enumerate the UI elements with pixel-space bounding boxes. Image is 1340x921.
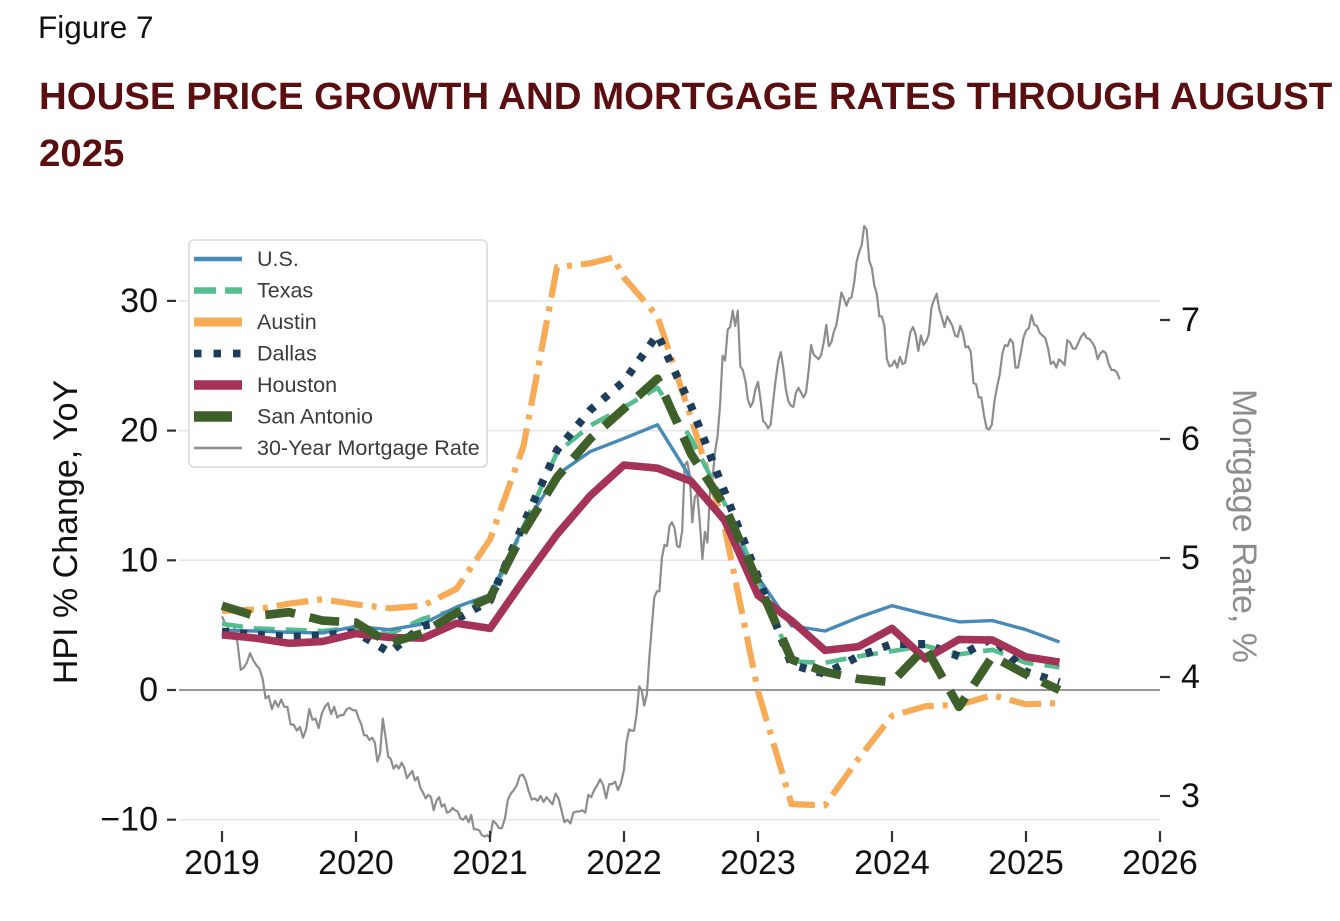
svg-text:HPI % Change, YoY: HPI % Change, YoY <box>47 380 85 684</box>
svg-text:0: 0 <box>139 671 158 709</box>
svg-text:2026: 2026 <box>1122 844 1198 882</box>
svg-text:4: 4 <box>1181 658 1200 696</box>
svg-text:2024: 2024 <box>854 844 930 882</box>
svg-text:Dallas: Dallas <box>257 342 317 366</box>
svg-text:Houston: Houston <box>257 373 337 397</box>
svg-text:Mortgage Rate, %: Mortgage Rate, % <box>1225 389 1263 663</box>
svg-text:U.S.: U.S. <box>257 247 299 271</box>
svg-text:2020: 2020 <box>318 844 394 882</box>
svg-text:−10: −10 <box>100 801 158 839</box>
svg-text:2023: 2023 <box>720 844 796 882</box>
svg-text:Austin: Austin <box>257 310 317 334</box>
svg-text:2021: 2021 <box>452 844 528 882</box>
svg-text:2022: 2022 <box>586 844 662 882</box>
svg-text:6: 6 <box>1181 420 1200 458</box>
svg-text:Texas: Texas <box>257 279 313 303</box>
svg-text:7: 7 <box>1181 301 1200 339</box>
svg-text:San Antonio: San Antonio <box>257 405 373 429</box>
svg-text:5: 5 <box>1181 539 1200 577</box>
svg-text:30: 30 <box>120 282 158 320</box>
svg-text:2019: 2019 <box>184 844 260 882</box>
svg-text:10: 10 <box>120 541 158 579</box>
svg-text:20: 20 <box>120 412 158 450</box>
svg-text:30-Year Mortgage Rate: 30-Year Mortgage Rate <box>257 436 480 460</box>
svg-text:3: 3 <box>1181 777 1200 815</box>
svg-text:2025: 2025 <box>988 844 1064 882</box>
